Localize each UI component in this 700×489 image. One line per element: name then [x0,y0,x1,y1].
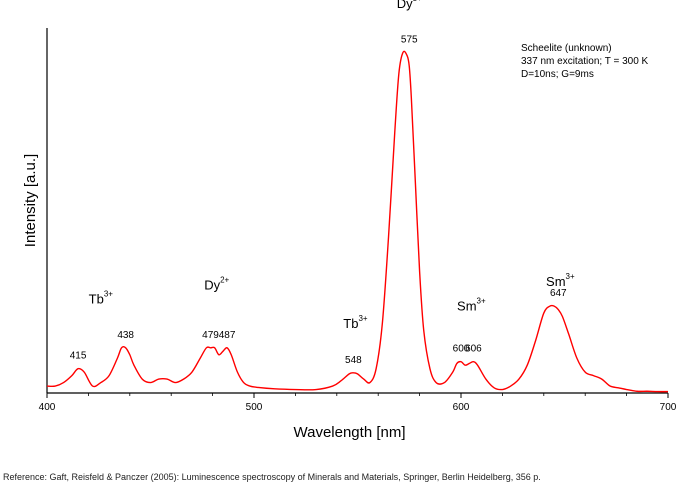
ion-label-charge: 3+ [566,272,575,281]
ion-label: Tb3+ [343,314,368,331]
ion-label-charge: 3+ [413,0,422,3]
x-axis-label: Wavelength [nm] [294,424,406,441]
ion-label-base: Dy [397,0,413,11]
peak-label: 415 [70,351,87,362]
ion-label-charge: 3+ [104,289,113,298]
spectrum-line [46,50,669,393]
ion-label-charge: 2+ [220,276,229,285]
peak-label: 548 [345,355,362,366]
x-tick-label: 600 [453,402,470,413]
info-text: 337 nm excitation; T = 300 K [521,56,649,67]
info-text: D=10ns; G=9ms [521,69,594,80]
x-tick-label: 400 [39,402,56,413]
ion-label: Tb3+ [89,289,114,306]
spectrum-chart: 400 500 600 700 Wavelength [nm] Intensity [a.… [22,0,677,441]
ion-label-base: Tb [343,316,358,331]
peak-label: 487 [219,330,236,341]
info-text: Scheelite (unknown) [521,43,612,54]
peak-label: 606 [465,344,482,355]
ion-label: Dy3+ [397,0,422,11]
ion-label-charge: 3+ [477,296,486,305]
ion-label-base: Sm [457,298,477,313]
y-axis-label: Intensity [a.u.] [22,154,39,247]
ion-label-base: Tb [89,291,104,306]
ion-label-charge: 3+ [358,314,367,323]
ion-label: Sm3+ [457,296,486,313]
peak-label: 647 [550,288,567,299]
peak-label: 600 [453,344,470,355]
ion-label-base: Sm [546,274,566,289]
peak-label: 438 [117,330,134,341]
reference-note: Reference: Gaft, Reisfeld & Panczer (200… [3,472,541,482]
ion-label: Dy2+ [204,276,229,293]
x-tick-label: 700 [660,402,677,413]
ion-label-base: Dy [204,278,220,293]
x-tick-label: 500 [246,402,263,413]
peak-label: 479 [202,330,219,341]
peak-label: 575 [401,34,418,45]
ion-label: Sm3+ [546,272,575,289]
